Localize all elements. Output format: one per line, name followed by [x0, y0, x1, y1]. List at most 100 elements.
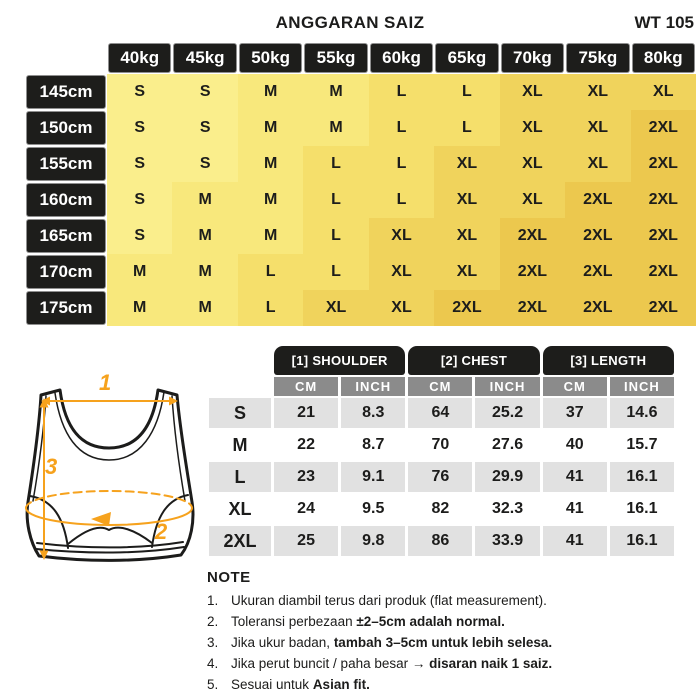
- group-header-pill: [1] SHOULDER: [274, 346, 406, 375]
- size-cell: 2XL: [565, 254, 631, 290]
- size-cell: L: [434, 110, 500, 146]
- size-cell: XL: [368, 254, 435, 290]
- label-3-length: 3: [45, 454, 57, 479]
- size-cell: XL: [499, 182, 566, 218]
- size-cell: L: [368, 182, 435, 218]
- size-label-cell: L: [209, 462, 271, 492]
- height-weight-size-matrix: 40kg 45kg 50kg 55kg 60kg 65kg 70kg 75kg 80kg 145c…: [25, 42, 696, 326]
- height-header-cell: 170cm: [27, 256, 105, 288]
- weight-header-cell: 75kg: [567, 44, 629, 72]
- size-cell: XL: [565, 110, 631, 146]
- measurement-value-cell: 40: [565, 436, 584, 453]
- measurement-value-cell: 76: [408, 462, 473, 492]
- unit-header-cell: CM: [542, 377, 607, 396]
- size-cell: 2XL: [630, 146, 696, 182]
- measurement-table: [1] SHOULDER [2] CHEST [3] LENGTH CM INCH CM I…: [209, 346, 674, 556]
- weight-header-cell: 45kg: [174, 44, 236, 72]
- measurement-value-cell: 15.7: [626, 436, 658, 453]
- note-item-text: Sesuai untuk Asian fit.: [231, 677, 370, 692]
- note-item: 2. Toleransi perbezaan ±2–5cm adalah norm…: [207, 611, 696, 632]
- mtable-corner-cell: [209, 346, 271, 375]
- size-cell: 2XL: [630, 290, 696, 326]
- size-cell: 2XL: [434, 290, 500, 326]
- matrix-corner-cell: [25, 42, 107, 74]
- size-cell: M: [172, 218, 238, 254]
- weight-header-cell: 55kg: [305, 44, 367, 72]
- group-header-pill: [3] LENGTH: [542, 346, 674, 375]
- height-header-cell: 165cm: [27, 220, 105, 252]
- weight-header-cell: 40kg: [109, 44, 171, 72]
- measurement-value-cell: 9.1: [341, 462, 406, 492]
- size-cell: L: [368, 110, 435, 146]
- measurement-value-cell: 37: [542, 398, 607, 428]
- page-title: ANGGARAN SAIZ: [275, 13, 425, 32]
- size-cell: M: [303, 110, 369, 146]
- measurement-value-cell: 24: [297, 500, 315, 517]
- unit-header-cell: INCH: [475, 377, 540, 396]
- measurement-value-cell: 33.9: [475, 526, 540, 556]
- note-title: NOTE: [207, 569, 251, 586]
- size-cell: XL: [434, 254, 500, 290]
- size-cell: M: [107, 290, 173, 326]
- note-item-text: Jika ukur badan, tambah 3–5cm untuk lebi…: [231, 635, 553, 650]
- size-cell: S: [107, 110, 173, 146]
- height-header-cell: 145cm: [27, 76, 105, 108]
- unit-header-cell: CM: [408, 377, 473, 396]
- size-cell: XL: [499, 146, 566, 182]
- note-item-bold: tambah 3–5cm untuk lebih selesa.: [333, 635, 553, 650]
- note-item-number: 1.: [207, 593, 219, 608]
- size-cell: XL: [368, 218, 435, 254]
- label-2-chest: 2: [154, 519, 168, 544]
- size-cell: 2XL: [565, 290, 631, 326]
- note-item-number: 4.: [207, 656, 219, 671]
- size-cell: M: [237, 110, 304, 146]
- size-cell: XL: [368, 290, 435, 326]
- size-label-cell: S: [209, 398, 271, 428]
- size-cell: S: [107, 182, 173, 218]
- size-cell: M: [303, 74, 369, 110]
- size-cell: L: [303, 182, 369, 218]
- measurement-value-cell: 8.7: [362, 436, 385, 453]
- size-cell: L: [303, 218, 369, 254]
- note-item-bold: Asian fit.: [312, 677, 370, 692]
- size-cell: XL: [434, 146, 500, 182]
- note-list: 1. Ukuran diambil terus dari produk (flat…: [207, 590, 696, 695]
- measurement-value-cell: 41: [565, 500, 584, 517]
- size-cell: XL: [303, 290, 369, 326]
- size-cell: S: [107, 218, 173, 254]
- size-cell: 2XL: [630, 110, 696, 146]
- note-item-text: Jika perut buncit / paha besar → disaran…: [231, 656, 553, 671]
- note-item-number: 5.: [207, 677, 219, 692]
- unit-header-cell: INCH: [341, 377, 406, 396]
- size-cell: 2XL: [565, 182, 631, 218]
- measurement-value-cell: 16.1: [626, 500, 658, 517]
- size-cell: S: [172, 110, 238, 146]
- note-item-text: Toleransi perbezaan ±2–5cm adalah normal…: [231, 614, 505, 629]
- mtable-corner-cell: [209, 377, 271, 396]
- measurement-value-cell: 32.3: [492, 500, 524, 517]
- measurement-value-cell: 25.2: [475, 398, 540, 428]
- size-cell: M: [237, 218, 304, 254]
- size-label-cell: 2XL: [209, 526, 271, 556]
- measurement-value-cell: 16.1: [609, 526, 674, 556]
- measurement-value-cell: 23: [274, 462, 339, 492]
- arrowheads: [39, 396, 178, 560]
- size-cell: S: [107, 146, 173, 182]
- note-item-bold: ±2–5cm adalah normal.: [356, 614, 505, 629]
- label-1-shoulder: 1: [99, 370, 111, 395]
- weight-header-cell: 70kg: [501, 44, 564, 72]
- size-cell: 2XL: [630, 218, 696, 254]
- bra-outline: [25, 388, 195, 562]
- size-cell: 2XL: [499, 218, 566, 254]
- note-item-number: 2.: [207, 614, 219, 629]
- measurement-value-cell: 22: [297, 436, 315, 453]
- size-cell: S: [107, 74, 173, 110]
- size-label-cell: XL: [228, 498, 252, 519]
- size-cell: XL: [499, 74, 566, 110]
- size-cell: 2XL: [630, 182, 696, 218]
- size-cell: XL: [565, 146, 631, 182]
- size-cell: XL: [434, 182, 500, 218]
- measurement-value-cell: 86: [408, 526, 473, 556]
- measurement-value-cell: 41: [542, 462, 607, 492]
- measurement-value-cell: 25: [274, 526, 339, 556]
